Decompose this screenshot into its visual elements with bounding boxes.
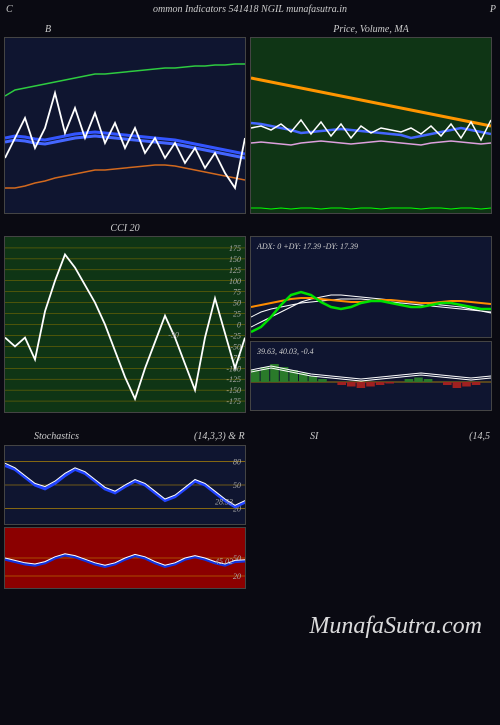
svg-text:45.02: 45.02 — [215, 557, 233, 566]
macd-panel: 39.63, 40.03, -0.4 — [250, 341, 492, 411]
price-ma-title: Price, Volume, MA — [333, 24, 409, 35]
price-ma-panel: Price, Volume, MA — [250, 37, 492, 214]
svg-text:-150: -150 — [226, 386, 241, 395]
cci-panel: CCI 20 1751501251007550250-25-50-75-100-… — [4, 236, 246, 413]
macd-chart: 39.63, 40.03, -0.4 — [251, 342, 491, 410]
stoch-title-r: (14,3,3) & R — [194, 431, 245, 442]
cci-title: CCI 20 — [110, 223, 139, 234]
adx-chart: ADX: 0 +DY: 17.39 -DY: 17.39 — [251, 237, 491, 337]
adx-macd-column: ADX & MACD 12,26,9 ADX: 0 +DY: 17.39 -DY… — [250, 236, 492, 413]
stoch-chart-2: 502045.02 — [5, 528, 245, 588]
stoch-title: Stochastics — [34, 431, 79, 442]
page-header: C ommon Indicators 541418 NGIL munafasut… — [0, 0, 500, 23]
watermark: MunafaSutra.com — [309, 613, 482, 640]
price-ma-chart — [251, 38, 491, 213]
svg-text:-175: -175 — [226, 397, 241, 406]
adx-panel: ADX: 0 +DY: 17.39 -DY: 17.39 — [250, 236, 492, 338]
svg-text:-30: -30 — [168, 331, 179, 340]
svg-text:20: 20 — [233, 572, 241, 581]
si-title: SI — [310, 431, 318, 442]
letter-c: C — [6, 4, 13, 15]
svg-text:175: 175 — [229, 244, 241, 253]
svg-text:-25: -25 — [230, 331, 241, 340]
stoch-column: Stochastics (14,3,3) & R 80502028.53 502… — [4, 445, 246, 589]
svg-text:28.53: 28.53 — [215, 498, 233, 507]
svg-text:125: 125 — [229, 266, 241, 275]
bollinger-panel: B — [4, 37, 246, 214]
svg-text:0: 0 — [237, 321, 241, 330]
cci-chart: 1751501251007550250-25-50-75-100-125-150… — [5, 237, 245, 412]
svg-text:ADX: 0 +DY: 17.39 -DY: 17.39: ADX: 0 +DY: 17.39 -DY: 17.39 — [256, 242, 358, 251]
letter-p: P — [490, 4, 496, 15]
stoch-panel-2: 502045.02 — [4, 527, 246, 589]
svg-text:100: 100 — [229, 277, 241, 286]
svg-text:-50: -50 — [230, 342, 241, 351]
stoch-panel-1: 80502028.53 — [4, 445, 246, 525]
svg-text:-125: -125 — [226, 375, 241, 384]
svg-text:75: 75 — [233, 288, 241, 297]
svg-text:150: 150 — [229, 255, 241, 264]
svg-text:80: 80 — [233, 458, 241, 467]
bollinger-title: B — [45, 24, 51, 35]
rsi-column: SI (14,5 — [250, 445, 496, 589]
svg-text:50: 50 — [233, 299, 241, 308]
svg-text:39.63, 40.03, -0.4: 39.63, 40.03, -0.4 — [256, 347, 314, 356]
svg-text:50: 50 — [233, 481, 241, 490]
si-title-145: (14,5 — [469, 431, 490, 442]
bollinger-chart — [5, 38, 245, 213]
stoch-chart-1: 80502028.53 — [5, 446, 245, 524]
svg-text:25: 25 — [233, 310, 241, 319]
header-text: ommon Indicators 541418 NGIL munafasutra… — [153, 4, 347, 15]
